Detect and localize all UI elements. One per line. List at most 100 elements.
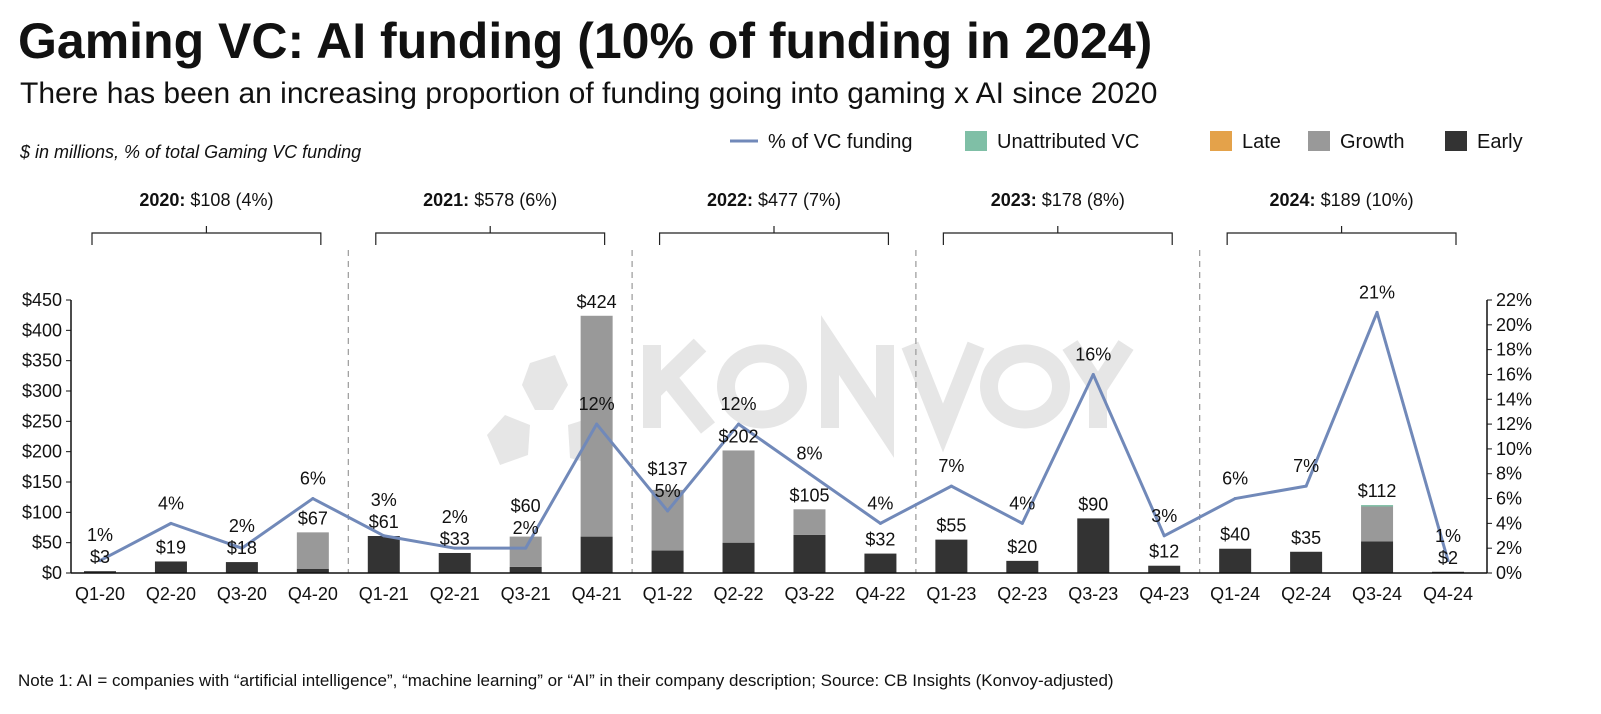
pct-point (382, 534, 386, 538)
pct-label: 12% (579, 394, 615, 414)
x-tick-label: Q2-24 (1281, 584, 1331, 604)
pct-label: 2% (229, 516, 255, 536)
x-tick-label: Q4-23 (1139, 584, 1189, 604)
year-group-label: 2021: $578 (6%) (423, 190, 557, 210)
y2-tick-label: 18% (1496, 340, 1532, 360)
pct-label: 8% (796, 444, 822, 464)
bar-early (225, 562, 258, 573)
bar-early (1006, 560, 1039, 573)
pct-point (949, 484, 953, 488)
bar-early (84, 571, 116, 573)
bar-total-label: $67 (298, 508, 328, 528)
year-group-summary: $578 (6%) (474, 190, 557, 210)
year-group-year: 2021: (423, 190, 474, 210)
bar-total-label: $424 (577, 292, 617, 312)
y-tick-label: $0 (42, 563, 62, 583)
pct-label: 3% (371, 490, 397, 510)
pct-point (878, 521, 882, 525)
y2-tick-label: 0% (1496, 563, 1522, 583)
pct-point (311, 497, 315, 501)
bar-early (864, 553, 897, 573)
y2-tick-label: 12% (1496, 414, 1532, 434)
year-groups: 2020: $108 (4%) 2021: $578 (6%) 2022: $477… (91, 190, 1457, 245)
y-tick-label: $100 (22, 502, 62, 522)
bar-early (1290, 551, 1323, 573)
x-tick-label: Q3-24 (1352, 584, 1402, 604)
x-tick-label: Q3-20 (217, 584, 267, 604)
year-group-label: 2024: $189 (10%) (1270, 190, 1414, 210)
y-tick-label: $150 (22, 472, 62, 492)
x-tick-label: Q4-21 (572, 584, 622, 604)
x-tick-label: Q2-21 (430, 584, 480, 604)
bar-early (509, 566, 542, 573)
bar-growth (793, 509, 826, 535)
bar-early (438, 552, 471, 573)
year-group-year: 2024: (1270, 190, 1321, 210)
pct-label: 7% (938, 456, 964, 476)
bar-early (1077, 518, 1110, 573)
pct-label: 4% (1009, 493, 1035, 513)
year-group-year: 2020: (139, 190, 190, 210)
bar-total-label: $60 (511, 496, 541, 516)
x-tick-label: Q4-24 (1423, 584, 1473, 604)
pct-label: 21% (1359, 282, 1395, 302)
year-group-summary: $178 (8%) (1042, 190, 1125, 210)
bar-early (580, 536, 613, 573)
x-tick-label: Q1-21 (359, 584, 409, 604)
bar-total-label: $20 (1007, 537, 1037, 557)
bar-total-label: $55 (936, 516, 966, 536)
bar-total-label: $40 (1220, 525, 1250, 545)
pct-point (1162, 534, 1166, 538)
year-group-summary: $108 (4%) (190, 190, 273, 210)
bar-total-label: $19 (156, 537, 186, 557)
bar-total-label: $112 (1358, 481, 1397, 501)
year-group-bracket (375, 226, 606, 245)
bar-early (154, 561, 187, 573)
y2-tick-label: 6% (1496, 489, 1522, 509)
pct-point (666, 509, 670, 513)
bar-total-label: $32 (865, 530, 895, 550)
year-group-label: 2020: $108 (4%) (139, 190, 273, 210)
pct-point (737, 422, 741, 426)
year-group-bracket (91, 226, 322, 245)
y2-tick-label: 10% (1496, 439, 1532, 459)
bar-total-label: $33 (440, 529, 470, 549)
pct-point (453, 546, 457, 550)
pct-label: 3% (1151, 506, 1177, 526)
x-tick-label: Q3-22 (784, 584, 834, 604)
plot-area: $0 $50 $100 $150 $200 $250 $300 $350 $400 $450 0% 2… (22, 250, 1532, 604)
year-group-bracket (942, 226, 1173, 245)
y-tick-label: $450 (22, 290, 62, 310)
pct-point (1375, 310, 1379, 314)
pct-point (1304, 484, 1308, 488)
legend-swatch (965, 131, 987, 151)
bar-total-label: $18 (227, 538, 257, 558)
x-tick-label: Q2-20 (146, 584, 196, 604)
year-group-label: 2023: $178 (8%) (991, 190, 1125, 210)
pct-label: 7% (1293, 456, 1319, 476)
bar-total-label: $12 (1149, 542, 1179, 562)
pct-label: 16% (1075, 344, 1111, 364)
bar-growth (1361, 506, 1394, 542)
bar-total-label: $137 (648, 459, 688, 479)
pct-label: 2% (442, 507, 468, 527)
pct-point (1446, 559, 1450, 563)
x-tick-label: Q1-22 (643, 584, 693, 604)
pct-point (240, 546, 244, 550)
pct-label: 1% (1435, 526, 1461, 546)
pct-point (1233, 497, 1237, 501)
legend-label: Unattributed VC (997, 131, 1139, 153)
pct-label: 6% (300, 469, 326, 489)
year-group-year: 2023: (991, 190, 1042, 210)
year-group-summary: $477 (7%) (758, 190, 841, 210)
x-tick-label: Q1-20 (75, 584, 125, 604)
bar-early (1219, 548, 1252, 573)
y2-tick-label: 2% (1496, 538, 1522, 558)
pct-point (524, 546, 528, 550)
legend-swatch (1210, 131, 1232, 151)
bar-total-label: $2 (1438, 548, 1458, 568)
pct-point (595, 422, 599, 426)
pct-label: 6% (1222, 469, 1248, 489)
y-tick-label: $350 (22, 351, 62, 371)
bar-early (1361, 541, 1394, 573)
